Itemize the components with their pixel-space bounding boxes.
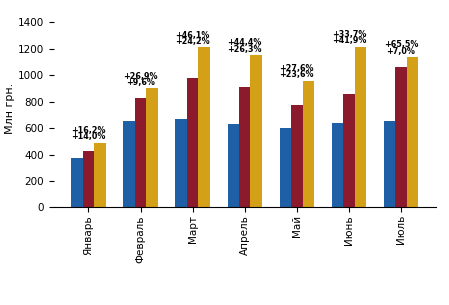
Text: +27,6%: +27,6% (280, 63, 314, 73)
Text: +33,7%: +33,7% (332, 30, 366, 39)
Text: +24,2%: +24,2% (175, 37, 210, 46)
Bar (395, 67, 407, 207)
Bar (291, 105, 303, 207)
Y-axis label: Млн грн.: Млн грн. (5, 83, 15, 134)
Bar (384, 121, 395, 207)
Bar (146, 88, 158, 207)
Bar (83, 151, 94, 207)
Bar (228, 124, 239, 207)
Bar (355, 47, 366, 207)
Bar (343, 95, 355, 207)
Bar (239, 87, 251, 207)
Bar (198, 48, 210, 207)
Bar (94, 143, 106, 207)
Bar (135, 98, 146, 207)
Text: +23,6%: +23,6% (280, 70, 314, 79)
Bar (187, 78, 198, 207)
Bar (71, 159, 83, 207)
Text: +26,3%: +26,3% (228, 45, 262, 54)
Text: +16,2%: +16,2% (71, 126, 106, 135)
Text: +44,4%: +44,4% (228, 38, 262, 48)
Bar (280, 128, 291, 207)
Bar (407, 57, 418, 207)
Text: +26,9%: +26,9% (123, 71, 158, 81)
Text: +41,9%: +41,9% (332, 37, 366, 45)
Text: +46,1%: +46,1% (176, 30, 210, 40)
Bar (251, 56, 262, 207)
Bar (303, 81, 314, 207)
Text: +7,0%: +7,0% (387, 47, 415, 56)
Bar (123, 121, 135, 207)
Bar (176, 119, 187, 207)
Text: +65,5%: +65,5% (384, 41, 418, 49)
Text: +14,0%: +14,0% (71, 132, 106, 141)
Bar (332, 123, 343, 207)
Text: +9,6%: +9,6% (126, 78, 155, 87)
